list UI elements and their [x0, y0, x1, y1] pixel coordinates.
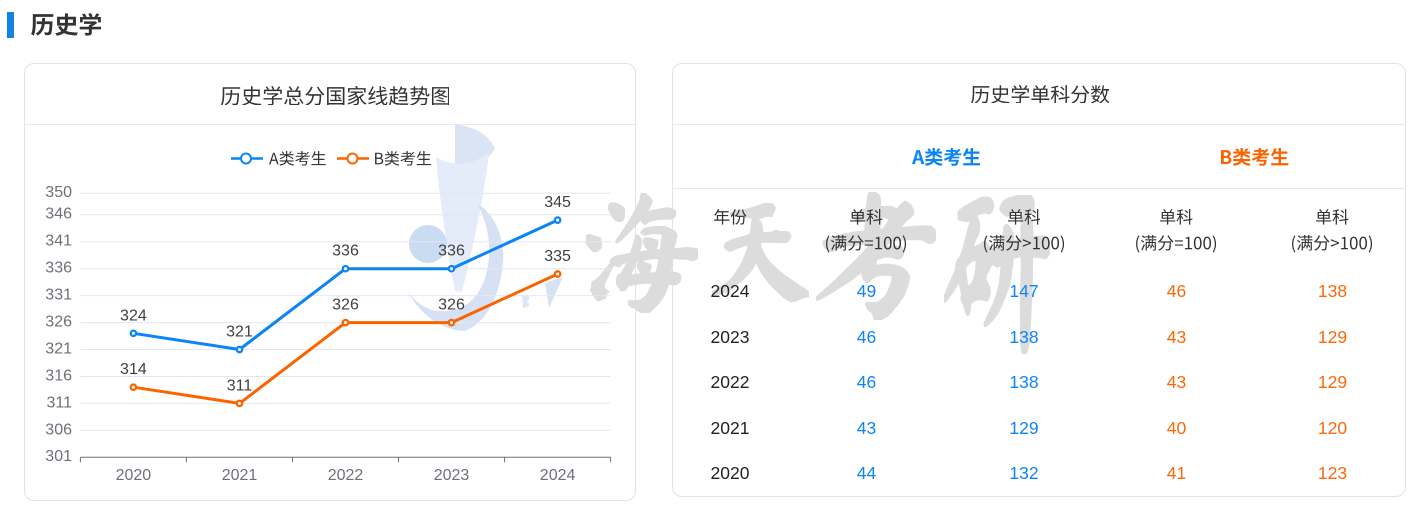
svg-text:2024: 2024: [540, 467, 576, 484]
svg-text:316: 316: [45, 367, 72, 384]
svg-text:336: 336: [438, 243, 465, 260]
svg-text:326: 326: [438, 297, 465, 314]
svg-text:2022: 2022: [328, 467, 364, 484]
svg-text:306: 306: [45, 421, 72, 438]
svg-text:321: 321: [226, 324, 253, 341]
svg-text:324: 324: [120, 307, 147, 324]
svg-text:311: 311: [227, 377, 253, 394]
svg-text:336: 336: [45, 260, 72, 277]
svg-text:345: 345: [544, 194, 571, 211]
svg-text:326: 326: [332, 297, 359, 314]
svg-text:321: 321: [45, 340, 72, 357]
svg-text:311: 311: [46, 394, 72, 411]
svg-text:2021: 2021: [222, 467, 258, 484]
svg-text:2020: 2020: [116, 467, 152, 484]
svg-text:335: 335: [544, 248, 571, 265]
svg-text:2023: 2023: [434, 467, 470, 484]
svg-text:350: 350: [45, 184, 72, 201]
svg-text:326: 326: [45, 314, 72, 331]
svg-text:336: 336: [332, 243, 359, 260]
svg-text:301: 301: [45, 448, 72, 465]
svg-text:331: 331: [45, 287, 72, 304]
svg-text:346: 346: [45, 206, 72, 223]
svg-text:341: 341: [45, 233, 72, 250]
svg-text:314: 314: [120, 361, 147, 378]
